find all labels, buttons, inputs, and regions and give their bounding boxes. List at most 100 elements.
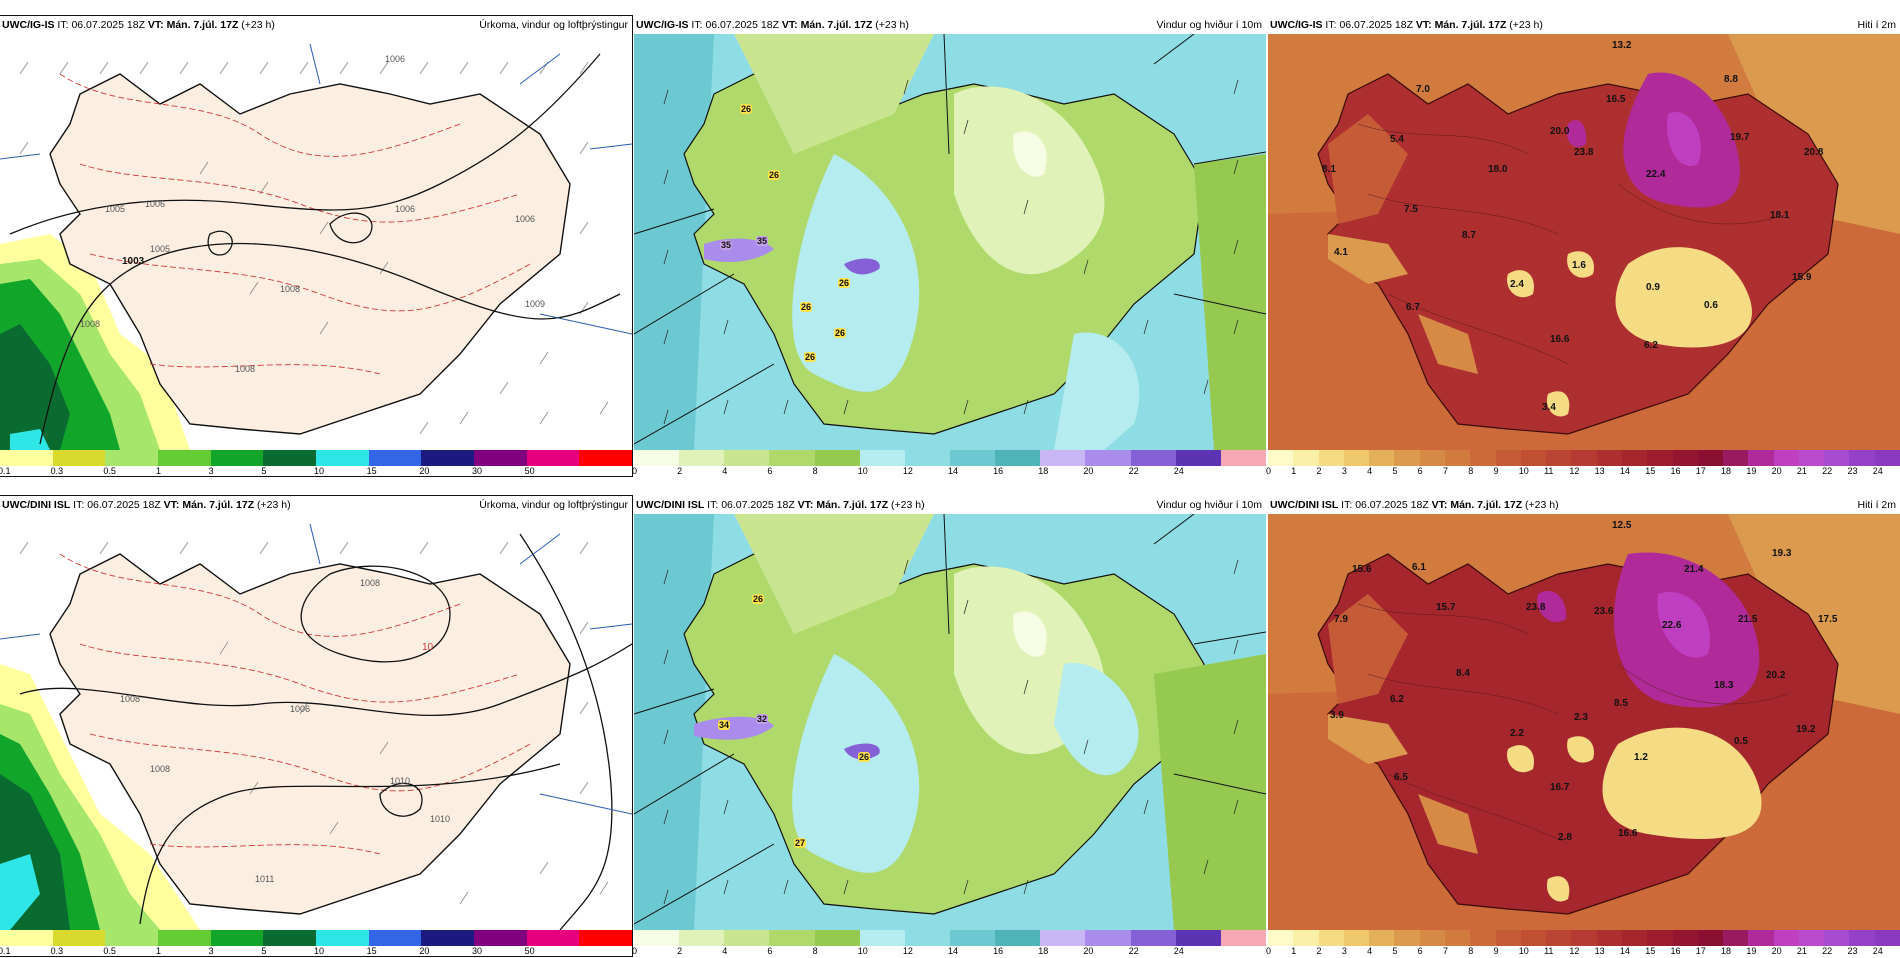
colorbar-tick-label: 16: [1670, 466, 1681, 476]
colorbar-swatch: [579, 930, 633, 946]
colorbar-swatch: [1130, 930, 1176, 946]
colorbar-tick-label: 18: [1721, 466, 1732, 476]
temp-map: 13.2 7.0 8.8 5.4 16.5 20.0 19.7 8.1 18.0…: [1268, 34, 1900, 450]
colorbar-swatch: [421, 930, 475, 946]
colorbar-swatch: [1798, 930, 1825, 946]
colorbar-tick-label: 0: [632, 466, 638, 476]
colorbar-tick-label: 1: [156, 946, 162, 956]
colorbar-tick-label: 15: [1645, 946, 1656, 956]
colorbar-tick-label: 14: [1619, 946, 1630, 956]
colorbar-swatch: [316, 930, 369, 946]
colorbar-swatch: [1697, 930, 1724, 946]
colorbar-tick-label: 0.5: [103, 466, 116, 476]
colorbar-swatch: [1293, 450, 1319, 466]
colorbar-tick-label: 16: [993, 466, 1004, 476]
colorbar-tick-label: 14: [948, 946, 959, 956]
panel-header: UWC/DINI ISL IT: 06.07.2025 18Z VT: Mán.…: [1268, 496, 1900, 514]
colorbar-tick-label: 19: [1746, 946, 1757, 956]
colorbar-tick-label: 17: [1695, 946, 1706, 956]
colorbar-swatch: [1175, 930, 1221, 946]
colorbar-swatch: [1419, 930, 1445, 946]
wind-colorbar-ticks: 0 2 4 6 8 10 12 14 16 18 20 22 24: [632, 946, 1266, 958]
colorbar-swatch: [263, 450, 317, 466]
colorbar-tick-label: 22: [1822, 466, 1833, 476]
colorbar-swatch: [1343, 930, 1370, 946]
colorbar-swatch: [1520, 930, 1547, 946]
panel-title: Úrkoma, vindur og loftþrýstingur: [479, 499, 628, 511]
colorbar-tick-label: 0.1: [0, 466, 11, 476]
panel-header: UWC/DINI ISL IT: 06.07.2025 18Z VT: Mán.…: [0, 496, 632, 514]
panel-header: UWC/DINI ISL IT: 06.07.2025 18Z VT: Mán.…: [634, 496, 1266, 514]
colorbar-tick-label: 10: [1518, 466, 1529, 476]
colorbar-tick-label: 20: [1083, 466, 1094, 476]
colorbar-swatch: [105, 930, 159, 946]
colorbar-swatch: [814, 930, 860, 946]
colorbar-tick-label: 9: [1493, 946, 1499, 956]
panel-title: Úrkoma, vindur og loftþrýstingur: [479, 19, 628, 31]
wind-panel-dini: UWC/DINI ISL IT: 06.07.2025 18Z VT: Mán.…: [632, 496, 1266, 958]
colorbar-swatch: [1672, 930, 1698, 946]
colorbar-swatch: [1369, 930, 1395, 946]
colorbar-swatch: [1596, 450, 1622, 466]
colorbar-tick-label: 3: [1341, 466, 1347, 476]
colorbar-swatch: [1470, 450, 1496, 466]
wind-colorbar: [634, 450, 1266, 466]
colorbar-swatch: [1571, 450, 1597, 466]
colorbar-swatch: [679, 450, 725, 466]
colorbar-tick-label: 18: [1721, 946, 1732, 956]
colorbar-swatch: [1546, 930, 1572, 946]
colorbar-tick-label: 10: [857, 466, 868, 476]
colorbar-swatch: [1621, 930, 1648, 946]
colorbar-tick-label: 50: [524, 466, 535, 476]
colorbar-swatch: [474, 450, 527, 466]
colorbar-swatch: [1798, 450, 1825, 466]
colorbar-tick-label: 19: [1746, 466, 1757, 476]
colorbar-tick-label: 17: [1695, 466, 1706, 476]
colorbar-swatch: [1647, 930, 1673, 946]
colorbar-tick-label: 0: [1266, 466, 1272, 476]
colorbar-swatch: [210, 450, 264, 466]
colorbar-swatch: [1130, 450, 1176, 466]
colorbar-tick-label: 6: [1417, 466, 1423, 476]
colorbar-swatch: [1748, 450, 1774, 466]
colorbar-swatch: [904, 930, 950, 946]
colorbar-swatch: [1268, 930, 1294, 946]
colorbar-tick-label: 10: [314, 946, 325, 956]
colorbar-tick-label: 6: [1417, 946, 1423, 956]
colorbar-tick-label: 12: [902, 946, 913, 956]
colorbar-swatch: [52, 930, 106, 946]
colorbar-swatch: [1773, 930, 1799, 946]
colorbar-tick-label: 2: [677, 466, 683, 476]
colorbar-tick-label: 1: [156, 466, 162, 476]
colorbar-swatch: [1220, 450, 1266, 466]
colorbar-swatch: [859, 450, 905, 466]
colorbar-swatch: [769, 930, 815, 946]
wind-map: 26 26 35 35 26 26 26 26: [634, 34, 1266, 450]
colorbar-swatch: [1495, 930, 1521, 946]
colorbar-tick-label: 15: [1645, 466, 1656, 476]
colorbar-tick-label: 2: [1316, 466, 1322, 476]
colorbar-tick-label: 7: [1442, 466, 1448, 476]
colorbar-tick-label: 10: [1518, 946, 1529, 956]
colorbar-swatch: [1318, 930, 1344, 946]
colorbar-swatch: [368, 450, 422, 466]
colorbar-tick-label: 12: [1569, 946, 1580, 956]
colorbar-swatch: [995, 930, 1041, 946]
colorbar-tick-label: 0.1: [0, 946, 11, 956]
colorbar-tick-label: 21: [1796, 466, 1807, 476]
colorbar-swatch: [1621, 450, 1648, 466]
colorbar-tick-label: 5: [261, 466, 267, 476]
colorbar-swatch: [316, 450, 369, 466]
colorbar-tick-label: 2: [677, 946, 683, 956]
colorbar-tick-label: 22: [1822, 946, 1833, 956]
temp-colorbar: [1268, 450, 1900, 466]
colorbar-swatch: [1394, 450, 1420, 466]
colorbar-tick-label: 30: [472, 466, 483, 476]
panel-title: Hiti í 2m: [1857, 19, 1896, 31]
colorbar-tick-label: 8: [812, 946, 818, 956]
colorbar-tick-label: 23: [1847, 946, 1858, 956]
colorbar-swatch: [724, 450, 770, 466]
colorbar-tick-label: 12: [902, 466, 913, 476]
colorbar-tick-label: 4: [722, 946, 728, 956]
colorbar-swatch: [474, 930, 527, 946]
